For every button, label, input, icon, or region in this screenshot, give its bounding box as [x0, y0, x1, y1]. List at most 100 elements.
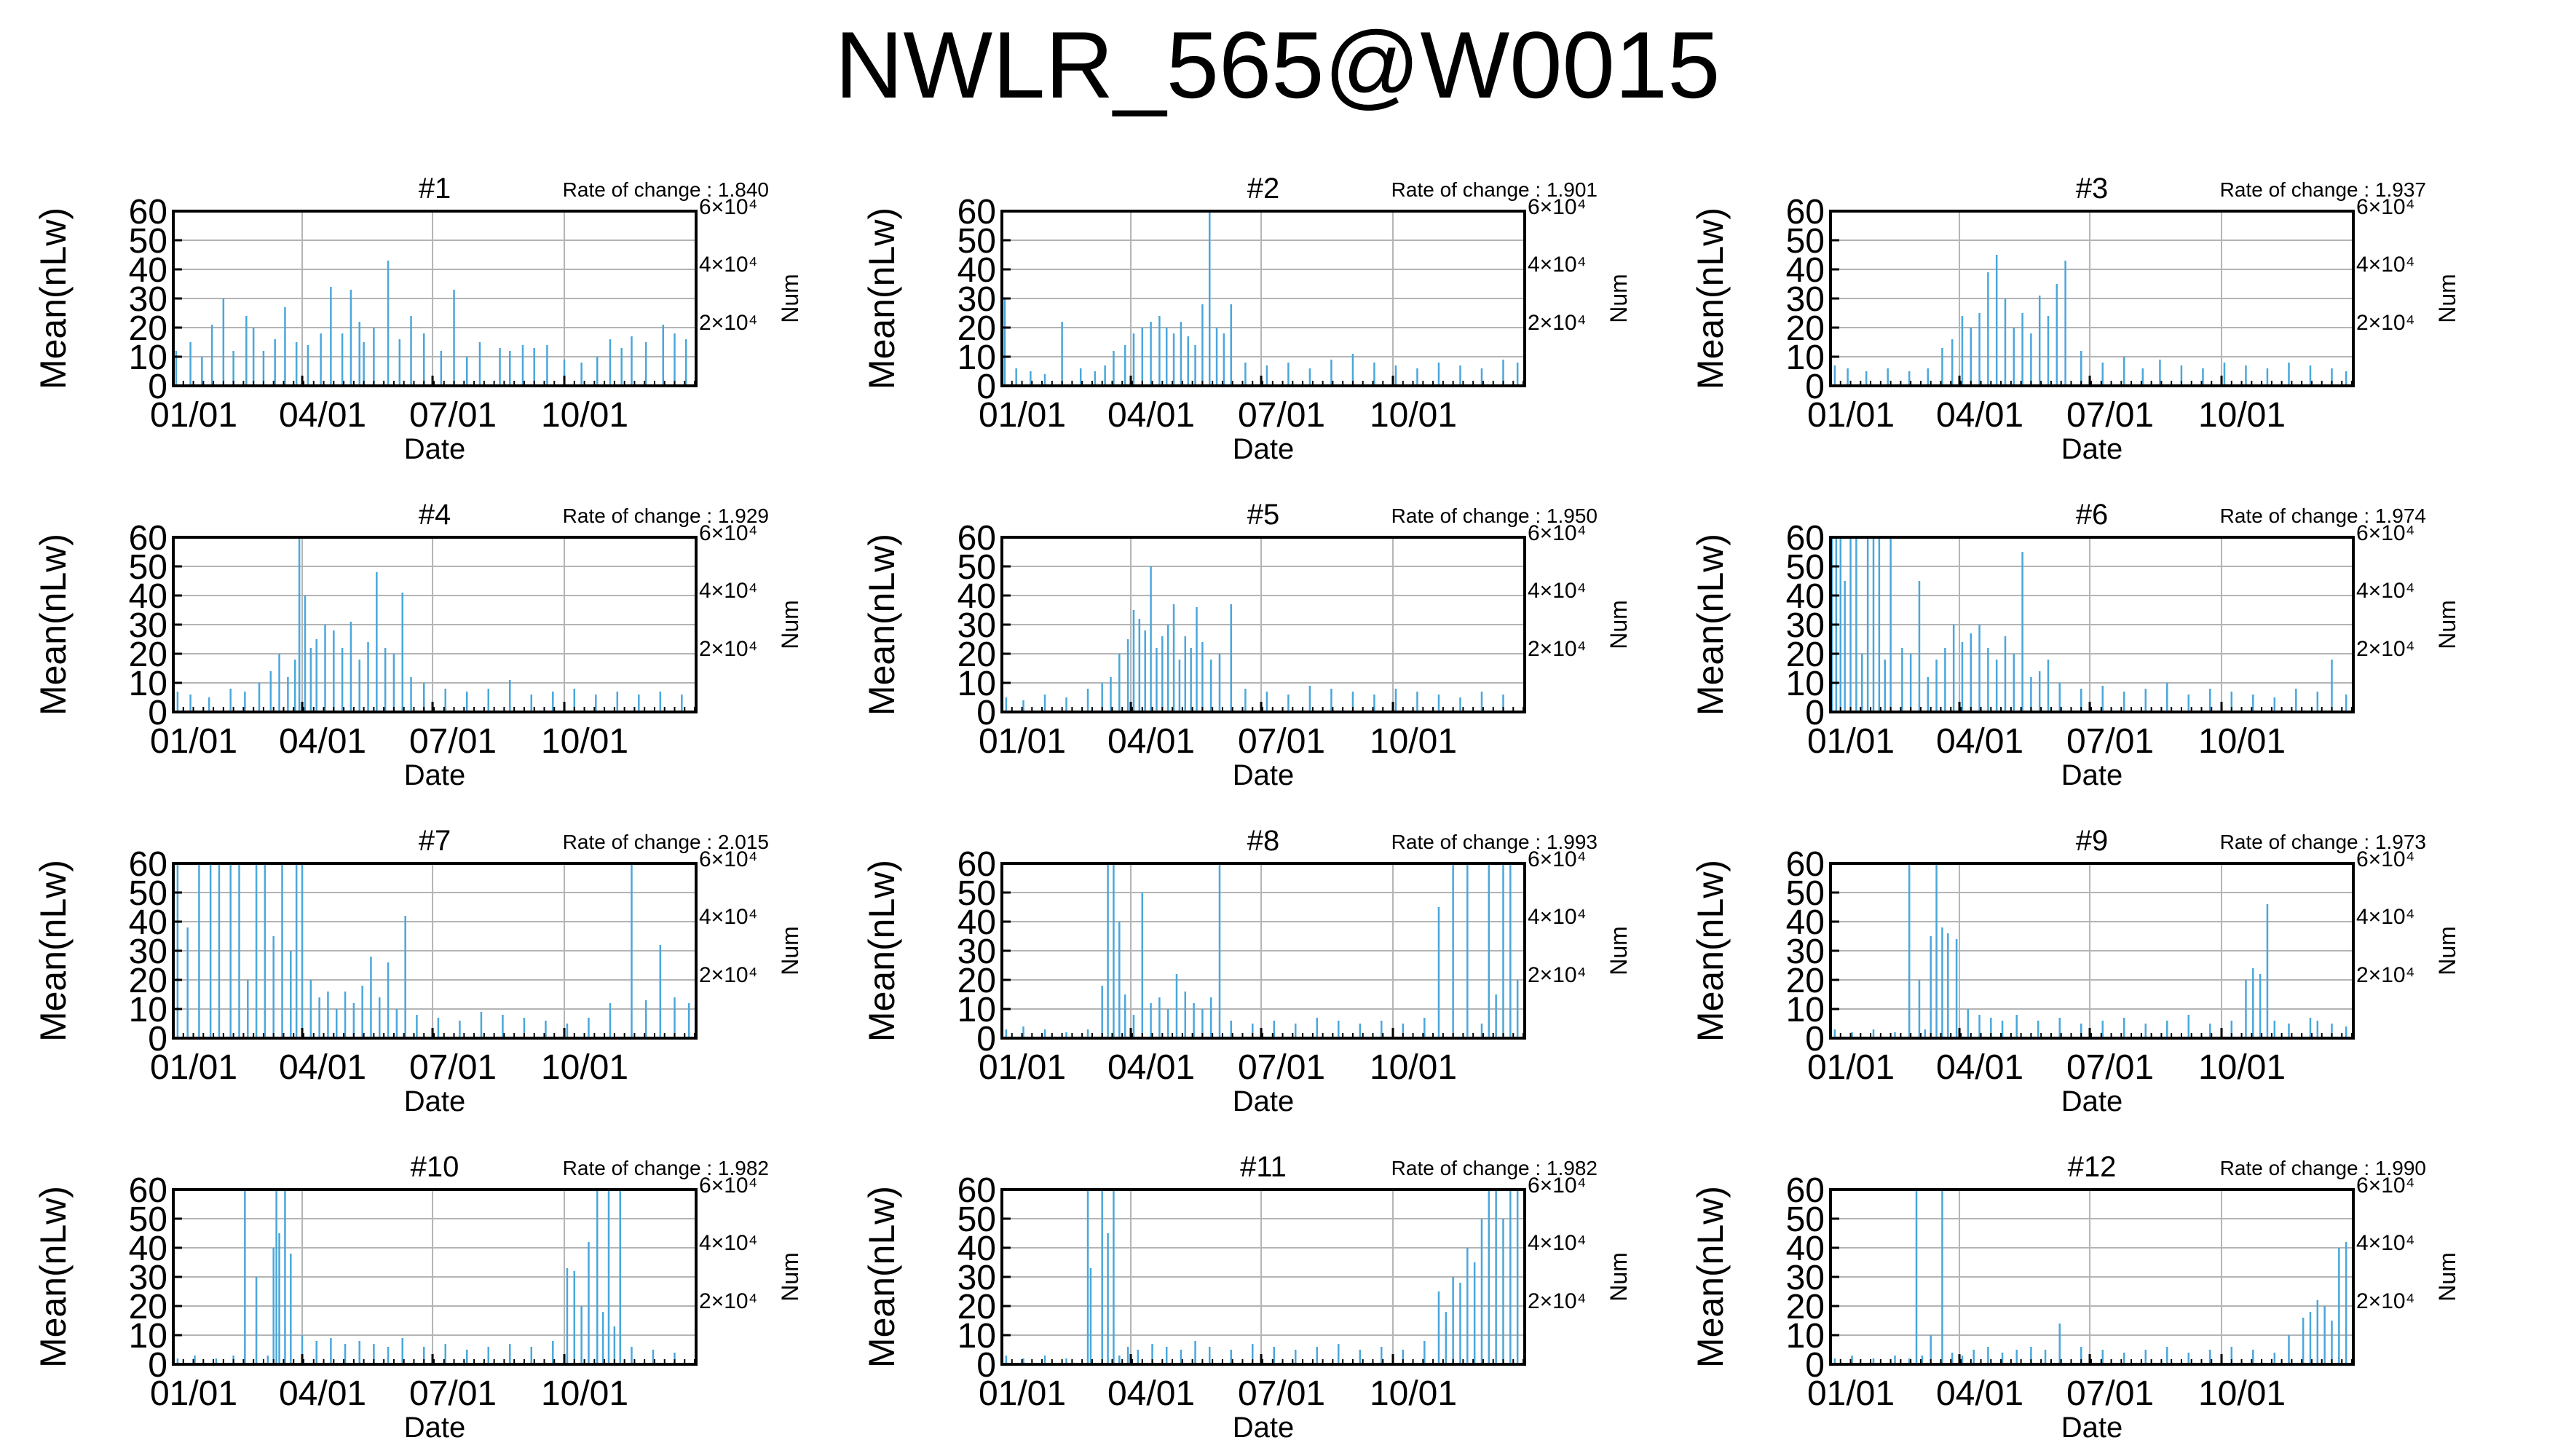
- x-tick-label: 10/01: [1370, 1374, 1457, 1413]
- y-tick-label: 10: [1786, 339, 1825, 377]
- x-tick-label: 07/01: [2066, 396, 2154, 435]
- x-axis-label: Date: [404, 433, 466, 465]
- x-tick-label: 04/01: [1936, 1048, 2023, 1087]
- x-tick-label: 04/01: [279, 1374, 366, 1413]
- x-tick-label: 07/01: [409, 1374, 497, 1413]
- chart-title: #9: [2076, 825, 2109, 857]
- y-axis-label: Mean(nLw): [33, 1186, 74, 1368]
- y-tick-label: 50: [957, 548, 996, 587]
- y-tick-label: 40: [1786, 903, 1825, 942]
- y-tick-label: 50: [957, 1200, 996, 1239]
- x-tick-label: 10/01: [1370, 1048, 1457, 1087]
- x-tick-label: 07/01: [1238, 1374, 1325, 1413]
- y-tick-label: 50: [957, 874, 996, 913]
- y2-tick-label: 6×10⁴: [2356, 847, 2414, 871]
- x-tick-label: 10/01: [2198, 396, 2286, 435]
- y2-tick-label: 4×10⁴: [1528, 579, 1586, 603]
- x-tick-label: 04/01: [1107, 722, 1195, 761]
- rate-of-change-label: Rate of change : 1.950: [1391, 505, 1598, 527]
- y2-tick-label: 6×10⁴: [1528, 1174, 1586, 1198]
- y-tick-label: 40: [1786, 251, 1825, 290]
- y-tick-label: 60: [129, 193, 167, 232]
- y-tick-label: 50: [129, 548, 167, 587]
- y-axis-label: Mean(nLw): [861, 1186, 902, 1368]
- y-axis-label: Mean(nLw): [1690, 207, 1731, 389]
- y-tick-label: 30: [957, 1259, 996, 1297]
- y2-tick-label: 2×10⁴: [1528, 311, 1586, 335]
- x-tick-label: 01/01: [150, 722, 237, 761]
- y-tick-label: 30: [129, 280, 167, 319]
- chart-title: #12: [2068, 1151, 2117, 1183]
- y-tick-label: 50: [129, 874, 167, 913]
- y-tick-label: 20: [957, 636, 996, 674]
- x-tick-label: 04/01: [1936, 722, 2023, 761]
- y2-tick-label: 4×10⁴: [699, 905, 757, 929]
- y2-tick-label: 2×10⁴: [699, 311, 757, 335]
- y-tick-label: 30: [1786, 606, 1825, 645]
- y-tick-label: 40: [129, 903, 167, 942]
- x-tick-label: 01/01: [979, 722, 1066, 761]
- chart-title: #6: [2076, 499, 2109, 531]
- y2-axis-label: Num: [1606, 600, 1632, 649]
- y2-tick-label: 4×10⁴: [1528, 253, 1586, 277]
- y-tick-label: 50: [1786, 874, 1825, 913]
- y-tick-label: 10: [957, 665, 996, 703]
- y-tick-label: 40: [129, 577, 167, 616]
- y-tick-label: 10: [957, 339, 996, 377]
- y-tick-label: 40: [129, 251, 167, 290]
- y2-axis-label: Num: [2434, 600, 2460, 649]
- y-axis-label: Mean(nLw): [1690, 534, 1731, 716]
- x-tick-label: 01/01: [979, 1048, 1066, 1087]
- x-tick-label: 01/01: [150, 396, 237, 435]
- y-axis-label: Mean(nLw): [861, 860, 902, 1042]
- y2-tick-label: 4×10⁴: [699, 1231, 757, 1255]
- y-tick-label: 40: [957, 251, 996, 290]
- y-tick-label: 10: [129, 339, 167, 377]
- x-axis-label: Date: [1233, 1412, 1295, 1444]
- x-tick-label: 10/01: [2198, 1374, 2286, 1413]
- x-tick-label: 10/01: [2198, 722, 2286, 761]
- y-tick-label: 0: [1805, 1020, 1825, 1059]
- y-tick-label: 40: [129, 1230, 167, 1268]
- y-axis-label: Mean(nLw): [33, 860, 74, 1042]
- y2-tick-label: 6×10⁴: [2356, 521, 2414, 545]
- y2-axis-label: Num: [777, 926, 803, 976]
- y-tick-label: 50: [957, 222, 996, 261]
- chart-title: #1: [419, 173, 451, 205]
- y-tick-label: 0: [148, 1346, 167, 1385]
- y-tick-label: 0: [1805, 1346, 1825, 1385]
- y-tick-label: 10: [957, 1317, 996, 1356]
- y-tick-label: 0: [976, 694, 996, 732]
- x-tick-label: 10/01: [2198, 1048, 2286, 1087]
- y-tick-label: 20: [1786, 636, 1825, 674]
- y-tick-label: 40: [1786, 577, 1825, 616]
- y-tick-label: 50: [129, 222, 167, 261]
- y-tick-label: 10: [129, 991, 167, 1029]
- y2-axis-label: Num: [1606, 926, 1632, 976]
- y-tick-label: 0: [148, 368, 167, 406]
- y-tick-label: 30: [129, 933, 167, 971]
- chart-title: #8: [1247, 825, 1280, 857]
- page-title: NWLR_565@W0015: [834, 12, 1721, 118]
- x-tick-label: 10/01: [541, 722, 628, 761]
- x-axis-label: Date: [404, 1412, 466, 1444]
- y-tick-label: 20: [129, 636, 167, 674]
- y-tick-label: 20: [957, 1288, 996, 1326]
- rate-of-change-label: Rate of change : 1.993: [1391, 831, 1598, 853]
- x-tick-label: 04/01: [1936, 396, 2023, 435]
- chart-title: #5: [1247, 499, 1280, 531]
- rate-of-change-label: Rate of change : 1.982: [1391, 1157, 1598, 1179]
- y-tick-label: 20: [129, 309, 167, 348]
- x-tick-label: 07/01: [2066, 1374, 2154, 1413]
- y-tick-label: 60: [1786, 519, 1825, 558]
- chart-title: #11: [1240, 1151, 1287, 1183]
- x-tick-label: 01/01: [150, 1374, 237, 1413]
- x-tick-label: 07/01: [2066, 722, 2154, 761]
- y-axis-label: Mean(nLw): [33, 534, 74, 716]
